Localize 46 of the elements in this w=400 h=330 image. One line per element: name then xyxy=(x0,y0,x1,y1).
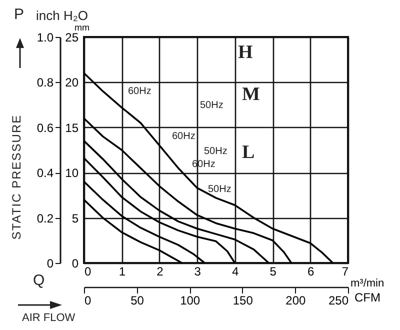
annotation: M xyxy=(242,84,260,106)
y-tick-label: 5 xyxy=(72,211,79,226)
annotation: 50Hz xyxy=(204,146,228,157)
y2-tick-label: 0.4 xyxy=(36,166,54,180)
line-series xyxy=(83,72,334,264)
y2-tick-label: 0.2 xyxy=(36,211,54,226)
x2-tick-label: 50 xyxy=(130,294,144,308)
text: AIR FLOW xyxy=(22,312,76,324)
x-tick-label: 1 xyxy=(118,264,126,278)
line-series xyxy=(83,140,270,264)
y-tick-label: 15 xyxy=(65,120,79,135)
line-series xyxy=(83,157,236,264)
line-series xyxy=(83,117,292,264)
y-tick-label: 25 xyxy=(65,30,79,44)
line-series xyxy=(83,198,183,264)
annotation: H xyxy=(238,42,253,64)
x2-axis-title: CFM xyxy=(354,290,380,304)
text: STATIC PRESSURE xyxy=(10,114,24,240)
x2-tick-label: 0 xyxy=(84,294,92,308)
line-series xyxy=(83,180,206,264)
x-tick-label: 6 xyxy=(307,264,314,278)
x2-tick-label: 250 xyxy=(328,294,349,308)
x-tick-label: 4 xyxy=(232,264,240,278)
annotation: 50Hz xyxy=(208,184,232,195)
x2-tick-label: 100 xyxy=(180,294,200,308)
x-tick-label: 0 xyxy=(84,264,92,278)
annotation: 60Hz xyxy=(128,86,152,97)
y2-tick-label: 0.6 xyxy=(36,120,54,135)
annotation: L xyxy=(242,142,255,164)
text: inch H₂O xyxy=(36,8,88,23)
x2-tick-label: 200 xyxy=(286,294,306,308)
x-tick-label: 7 xyxy=(342,264,349,278)
x-tick-label: 5 xyxy=(270,264,277,278)
x-tick-label: 3 xyxy=(194,264,202,278)
y2-tick-label: 1.0 xyxy=(36,30,54,44)
annotation: 60Hz xyxy=(172,131,196,142)
x-tick-label: 2 xyxy=(156,264,164,278)
y2-tick-label: 0.8 xyxy=(36,76,54,90)
text: P xyxy=(14,6,24,23)
x2-tick-label: 150 xyxy=(232,294,254,308)
text: Q xyxy=(33,272,45,289)
y-tick-label: 20 xyxy=(65,76,79,90)
annotation: 50Hz xyxy=(200,100,224,111)
y-tick-label: 10 xyxy=(65,166,79,180)
x-axis-title: m³/min xyxy=(350,278,384,290)
y-axis-title: mm xyxy=(74,22,90,32)
